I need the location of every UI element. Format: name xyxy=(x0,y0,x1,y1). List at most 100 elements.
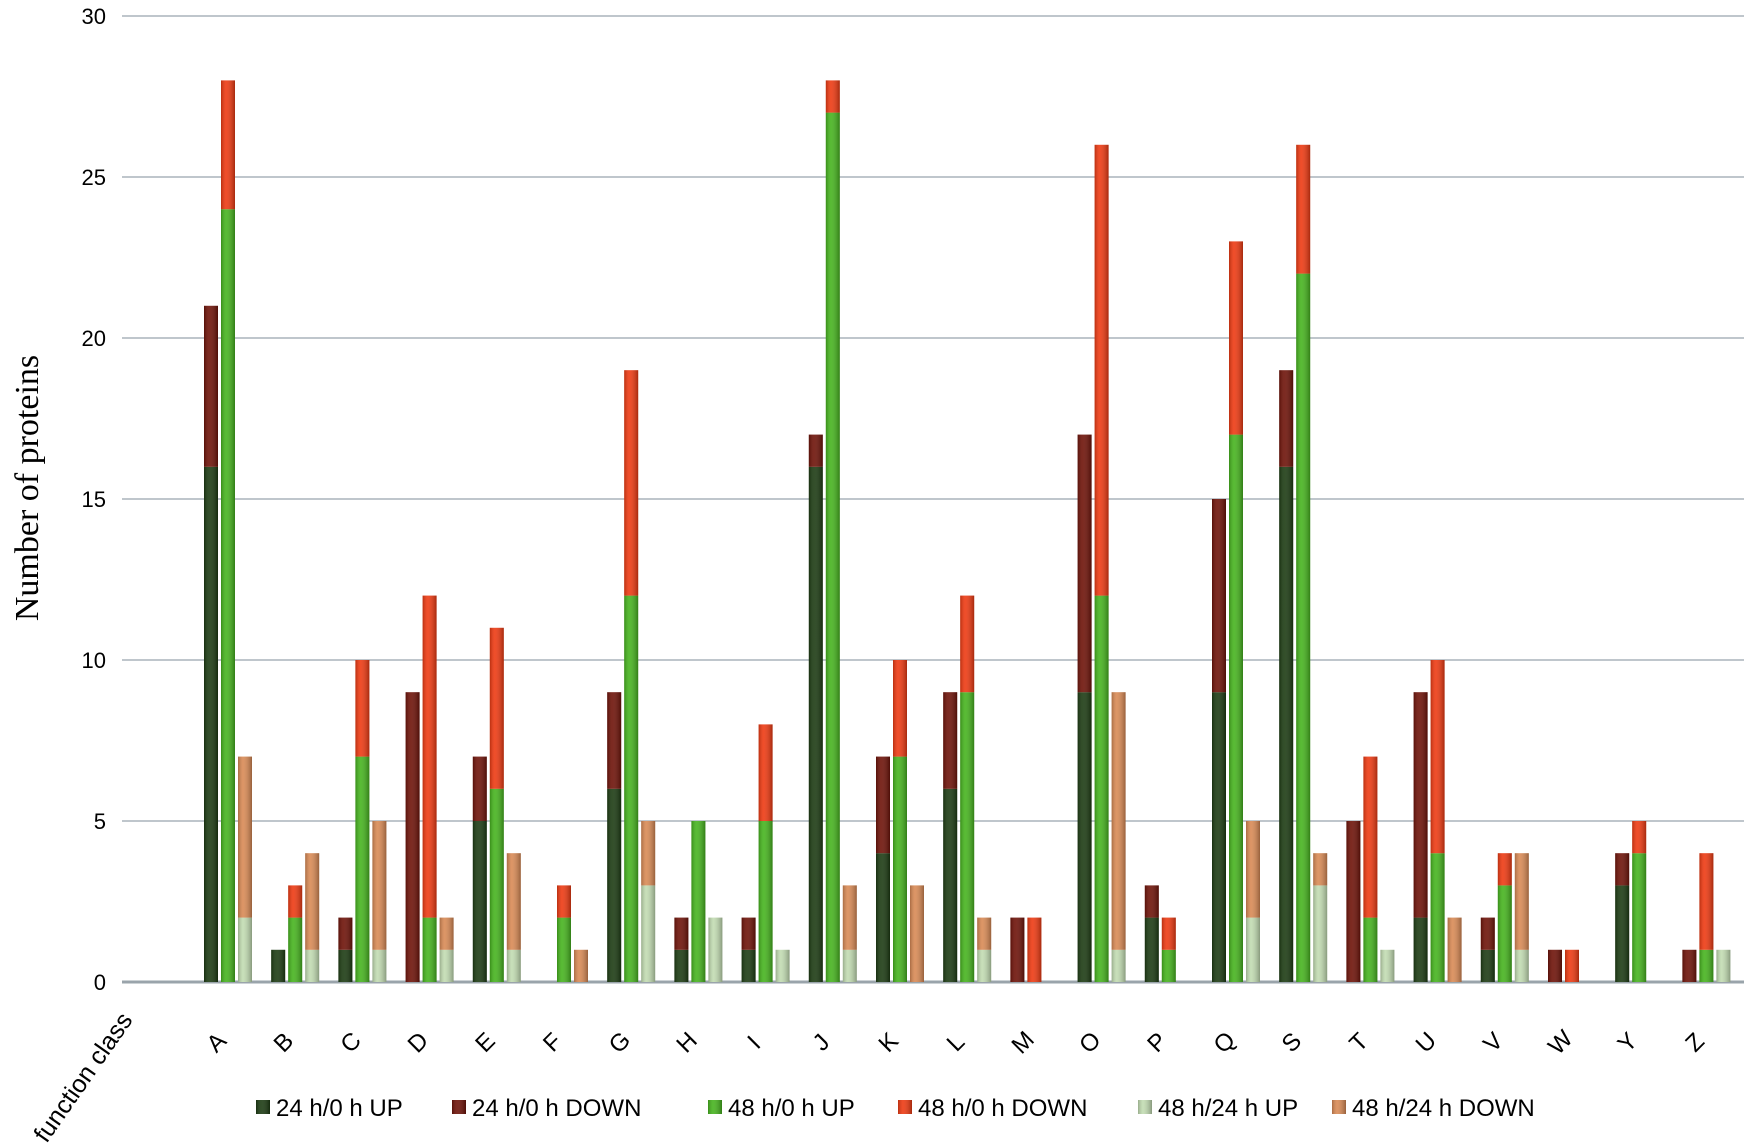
bar-shading xyxy=(943,788,958,982)
bar-shading xyxy=(271,949,286,982)
bar-shading xyxy=(1699,949,1714,982)
bar-shading xyxy=(708,917,723,982)
y-axis-label: Number of proteins xyxy=(9,355,46,621)
bar-shading xyxy=(960,595,975,693)
bar-shading xyxy=(1514,949,1529,982)
x-tick-label: M xyxy=(1006,1026,1039,1059)
y-tick-label: 5 xyxy=(94,809,106,834)
bar-shading xyxy=(1497,885,1512,982)
x-tick-label: O xyxy=(1074,1027,1106,1059)
bar-shading xyxy=(893,660,907,757)
bar-shading xyxy=(758,821,773,982)
y-tick-label: 0 xyxy=(94,970,106,995)
bar-shading xyxy=(1313,853,1328,886)
legend-swatch-shading xyxy=(1332,1100,1346,1114)
bar-shading xyxy=(472,821,487,982)
bar-shading xyxy=(1212,692,1226,982)
x-tick-label: S xyxy=(1277,1027,1307,1057)
bar-shading xyxy=(624,370,639,596)
bar-shading xyxy=(1246,917,1260,982)
bar-shading xyxy=(624,595,639,982)
x-tick-label: E xyxy=(470,1027,500,1057)
y-tick-label: 20 xyxy=(82,326,106,351)
bar-shading xyxy=(741,949,756,982)
x-tick-label: Q xyxy=(1209,1027,1241,1059)
bar-shading xyxy=(960,692,975,982)
x-tick-label: L xyxy=(942,1028,971,1057)
bar-shading xyxy=(221,80,235,210)
bar-shading xyxy=(489,788,504,982)
x-tick-label: I xyxy=(742,1031,766,1055)
bar-shading xyxy=(910,885,924,982)
bar-shading xyxy=(338,949,353,982)
x-tick-label: C xyxy=(335,1027,366,1058)
x-tick-label: V xyxy=(1478,1027,1508,1057)
bar-shading xyxy=(305,949,320,982)
x-tick-label: K xyxy=(873,1027,903,1057)
bar-shading xyxy=(422,595,437,918)
bar-shading xyxy=(204,305,218,467)
bar-shading xyxy=(1279,466,1294,982)
bar-shading xyxy=(607,788,622,982)
x-tick-label: A xyxy=(201,1027,231,1057)
bar-shading xyxy=(288,885,303,918)
bar-shading xyxy=(1447,917,1462,982)
bar-shading xyxy=(557,917,571,982)
bar-shading xyxy=(607,692,622,789)
bar-shading xyxy=(1632,821,1647,854)
bar-shading xyxy=(1077,434,1092,693)
bar-shading xyxy=(977,917,992,950)
bar-shading xyxy=(439,917,454,950)
bar-shading xyxy=(842,949,857,982)
bar-shading xyxy=(674,917,689,950)
bar-shading xyxy=(1682,949,1697,982)
x-tick-label: F xyxy=(538,1028,567,1057)
x-tick-label: U xyxy=(1411,1027,1442,1058)
x-tick-label: B xyxy=(269,1027,299,1057)
bar-shading xyxy=(1363,756,1378,918)
legend: 24 h/0 h UP 24 h/0 h DOWN 48 h/0 h UP 48 h/… xyxy=(256,1095,1535,1122)
bar-shading xyxy=(506,853,521,950)
bar-shading xyxy=(1313,885,1328,982)
bar-shading xyxy=(876,756,890,854)
bar-shading xyxy=(1363,917,1378,982)
bar-shading xyxy=(842,885,857,950)
bar-shading xyxy=(1296,273,1311,983)
x-tick-label: Y xyxy=(1613,1027,1643,1057)
bar-shading xyxy=(741,917,756,950)
bar-shading xyxy=(641,885,656,982)
bar-shading xyxy=(1161,917,1176,950)
bar-shading xyxy=(1514,853,1529,950)
bar-shading xyxy=(472,756,487,821)
x-tick-label: H xyxy=(671,1027,702,1058)
bar-shading xyxy=(1279,370,1294,467)
x-tick-label: D xyxy=(403,1027,434,1058)
bar-shading xyxy=(674,949,689,982)
bar-shading xyxy=(238,756,252,918)
x-tick-label: W xyxy=(1543,1025,1578,1060)
legend-swatch-shading xyxy=(708,1100,722,1114)
bar-shading xyxy=(1246,821,1260,918)
bar-shading xyxy=(1212,499,1226,693)
bar-shading xyxy=(1144,885,1159,918)
bar-shading xyxy=(1699,853,1714,950)
bar-shading xyxy=(574,949,588,982)
bar-shading xyxy=(1094,595,1109,982)
bar-shading xyxy=(355,756,370,982)
bar-shading xyxy=(808,466,823,982)
bar-shading xyxy=(288,917,303,982)
bar-shading xyxy=(1296,144,1311,274)
y-tick-label: 30 xyxy=(82,4,106,29)
bar-shading xyxy=(893,756,907,982)
bar-shading xyxy=(1497,853,1512,886)
bar-shading xyxy=(825,80,840,113)
bar-shading xyxy=(641,821,656,886)
bar-shading xyxy=(758,724,773,821)
legend-label: 48 h/24 h UP xyxy=(1158,1095,1298,1122)
bar-shading xyxy=(1480,949,1495,982)
legend-label: 48 h/0 h DOWN xyxy=(918,1095,1087,1122)
bar-shading xyxy=(355,660,370,757)
bar-shading xyxy=(775,949,790,982)
bar-shading xyxy=(305,853,320,950)
